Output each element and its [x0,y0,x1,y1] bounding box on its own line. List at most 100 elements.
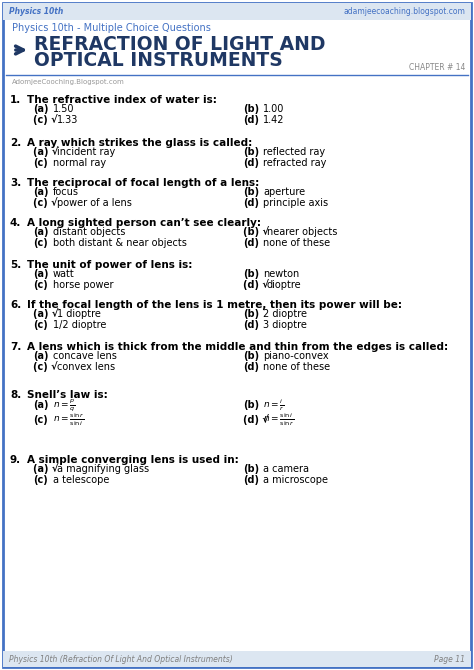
Text: Snell’s law is:: Snell’s law is: [27,390,108,400]
Text: (b): (b) [243,147,259,157]
Text: (b) √: (b) √ [243,226,269,237]
Text: 2 dioptre: 2 dioptre [263,309,307,319]
Text: principle axis: principle axis [263,198,328,208]
Text: (c) √: (c) √ [33,115,58,125]
Text: aperture: aperture [263,187,305,197]
Text: both distant & near objects: both distant & near objects [53,238,187,248]
Text: (b): (b) [243,104,259,114]
Text: a camera: a camera [263,464,309,474]
Text: (b): (b) [243,309,259,319]
Text: CHAPTER # 14: CHAPTER # 14 [409,64,465,72]
Text: (c): (c) [33,158,48,168]
Text: If the focal length of the lens is 1 metre, then its power will be:: If the focal length of the lens is 1 met… [27,300,402,310]
Text: (d): (d) [243,362,259,372]
Text: piano-convex: piano-convex [263,351,328,361]
Text: (c): (c) [33,475,48,485]
Text: refracted ray: refracted ray [263,158,327,168]
Text: normal ray: normal ray [53,158,106,168]
Text: (a) √: (a) √ [33,147,58,157]
Text: AdomjeeCooching.Blogspot.com: AdomjeeCooching.Blogspot.com [12,79,125,85]
Text: (d): (d) [243,198,259,208]
Text: $n = \frac{i}{r}$: $n = \frac{i}{r}$ [263,397,285,413]
Text: (c): (c) [33,238,48,248]
Text: 7.: 7. [10,342,21,352]
Text: 1.33: 1.33 [57,115,78,125]
Text: (d): (d) [243,238,259,248]
Text: incident ray: incident ray [57,147,115,157]
Bar [3,3,471,20]
Text: A lens which is thick from the middle and thin from the edges is called:: A lens which is thick from the middle an… [27,342,448,352]
Text: (b): (b) [243,464,259,474]
Text: (c): (c) [33,415,48,425]
Text: (a): (a) [33,351,48,361]
Text: (a): (a) [33,400,48,410]
Text: 1 dioptre: 1 dioptre [57,309,101,319]
Text: (b): (b) [243,351,259,361]
Text: (c) √: (c) √ [33,362,58,373]
Text: $n = \frac{\sin r}{\sin i}$: $n = \frac{\sin r}{\sin i}$ [53,411,85,428]
Text: reflected ray: reflected ray [263,147,325,157]
Text: 1.: 1. [10,95,21,105]
Text: A ray which strikes the glass is called:: A ray which strikes the glass is called: [27,138,252,148]
Text: The unit of power of lens is:: The unit of power of lens is: [27,260,192,270]
Text: 1/2 dioptre: 1/2 dioptre [53,320,106,330]
Text: none of these: none of these [263,238,330,248]
Text: adamjeecoaching.blogspot.com: adamjeecoaching.blogspot.com [343,7,465,16]
Text: (d): (d) [243,475,259,485]
Text: (d): (d) [243,320,259,330]
Text: (a): (a) [33,269,48,279]
Text: watt: watt [53,269,75,279]
Text: a magnifying glass: a magnifying glass [57,464,149,474]
Bar [3,651,471,667]
Text: 3 dioptre: 3 dioptre [263,320,307,330]
Text: 1.00: 1.00 [263,104,284,114]
Text: 4.: 4. [10,218,21,228]
Text: (a): (a) [33,187,48,197]
Text: (d): (d) [243,115,259,125]
Text: dioptre: dioptre [267,280,301,290]
Text: 2.: 2. [10,138,21,148]
Text: Physics 10th - Multiple Choice Questions: Physics 10th - Multiple Choice Questions [12,23,211,33]
Text: (a) √: (a) √ [33,309,58,320]
Text: (b): (b) [243,269,259,279]
Text: 6.: 6. [10,300,21,310]
Text: 8.: 8. [10,390,21,400]
Text: a microscope: a microscope [263,475,328,485]
Text: (d) √: (d) √ [243,279,269,290]
Text: power of a lens: power of a lens [57,198,132,208]
Text: horse power: horse power [53,280,113,290]
Text: 5.: 5. [10,260,21,270]
Text: Physics 10th (Refraction Of Light And Optical Instruments): Physics 10th (Refraction Of Light And Op… [9,655,233,663]
Text: (a): (a) [33,227,48,237]
Text: (d) √: (d) √ [243,415,269,425]
Text: (d): (d) [243,158,259,168]
Text: The reciprocal of focal length of a lens:: The reciprocal of focal length of a lens… [27,178,259,188]
Text: $n = \frac{\sin i}{\sin r}$: $n = \frac{\sin i}{\sin r}$ [263,411,295,428]
Text: none of these: none of these [263,362,330,372]
Text: (a) √: (a) √ [33,464,58,474]
Text: $n = \frac{p}{q}$: $n = \frac{p}{q}$ [53,397,76,413]
Text: focus: focus [53,187,79,197]
Text: The refractive index of water is:: The refractive index of water is: [27,95,217,105]
Text: (c): (c) [33,280,48,290]
Text: 9.: 9. [10,455,21,465]
Text: (b): (b) [243,400,259,410]
Text: REFRACTION OF LIGHT AND: REFRACTION OF LIGHT AND [34,34,326,54]
Text: A long sighted person can’t see clearly:: A long sighted person can’t see clearly: [27,218,261,228]
Text: newton: newton [263,269,299,279]
Text: distant objects: distant objects [53,227,126,237]
Text: (a): (a) [33,104,48,114]
Text: 3.: 3. [10,178,21,188]
Text: 1.42: 1.42 [263,115,284,125]
Text: nearer objects: nearer objects [267,227,337,237]
Text: Physics 10th: Physics 10th [9,7,63,16]
Text: a telescope: a telescope [53,475,109,485]
Text: (b): (b) [243,187,259,197]
Text: (c) √: (c) √ [33,198,58,208]
Text: (c): (c) [33,320,48,330]
Text: convex lens: convex lens [57,362,115,372]
Text: Page 11: Page 11 [434,655,465,663]
Text: OPTICAL INSTRUMENTS: OPTICAL INSTRUMENTS [34,50,283,70]
Text: A simple converging lens is used in:: A simple converging lens is used in: [27,455,239,465]
Text: 1.50: 1.50 [53,104,74,114]
